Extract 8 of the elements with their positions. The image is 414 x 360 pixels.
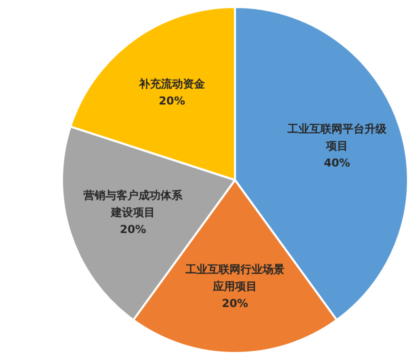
slice-label: 营销与客户成功体系建设项目 [82, 189, 184, 220]
data-label: 20% [120, 223, 146, 236]
slice-label: 补充流动资金 [138, 78, 206, 91]
data-label: 20% [222, 297, 248, 310]
slice-label: 工业互联网行业场景应用项目 [184, 263, 284, 294]
slice-label: 工业互联网平台升级项目 [286, 122, 388, 153]
data-label: 20% [158, 94, 186, 108]
data-label: 40% [324, 156, 350, 170]
